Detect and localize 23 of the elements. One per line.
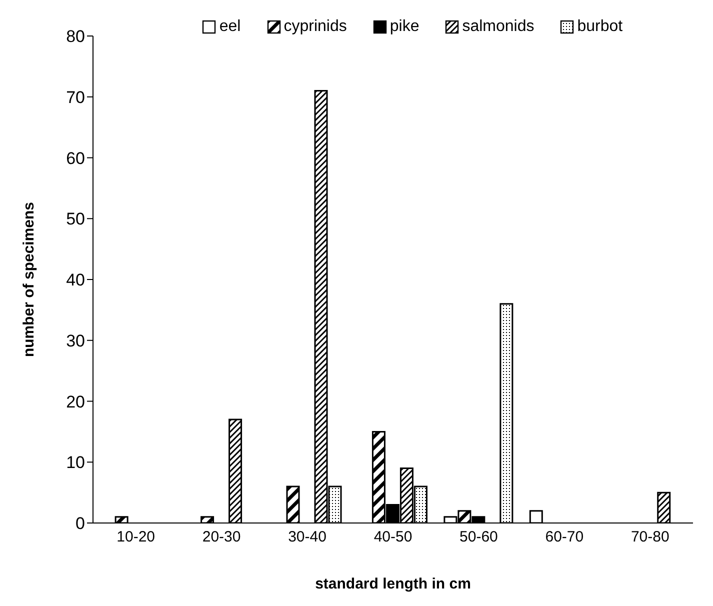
- y-tick-label: 50: [66, 210, 85, 229]
- x-tick-label: 40-50: [374, 528, 412, 546]
- legend-label: cyprinids: [284, 18, 347, 36]
- x-tick-label: 20-30: [202, 528, 241, 546]
- x-tick-label: 10-20: [116, 528, 156, 546]
- y-tick-label: 70: [66, 88, 85, 107]
- legend-label: burbot: [577, 18, 623, 36]
- legend-label: eel: [219, 18, 241, 36]
- y-tick-label: 20: [66, 392, 85, 412]
- y-tick-label: 0: [76, 514, 85, 534]
- x-tick-label: 60-70: [545, 528, 584, 546]
- legend-label: salmonids: [462, 18, 534, 36]
- legend-label: pike: [390, 18, 420, 36]
- x-tick-label: 50-60: [460, 528, 498, 546]
- x-axis-title: standard length in cm: [315, 576, 471, 593]
- x-tick-label: 70-80: [630, 528, 670, 546]
- y-tick-label: 30: [66, 331, 85, 350]
- x-tick-label: 30-40: [288, 528, 326, 546]
- y-tick-label: 60: [66, 148, 85, 168]
- y-tick-label: 40: [66, 270, 85, 290]
- y-tick-label: 80: [66, 27, 85, 46]
- y-axis-title: number of specimens: [20, 202, 38, 358]
- y-tick-label: 10: [66, 453, 85, 472]
